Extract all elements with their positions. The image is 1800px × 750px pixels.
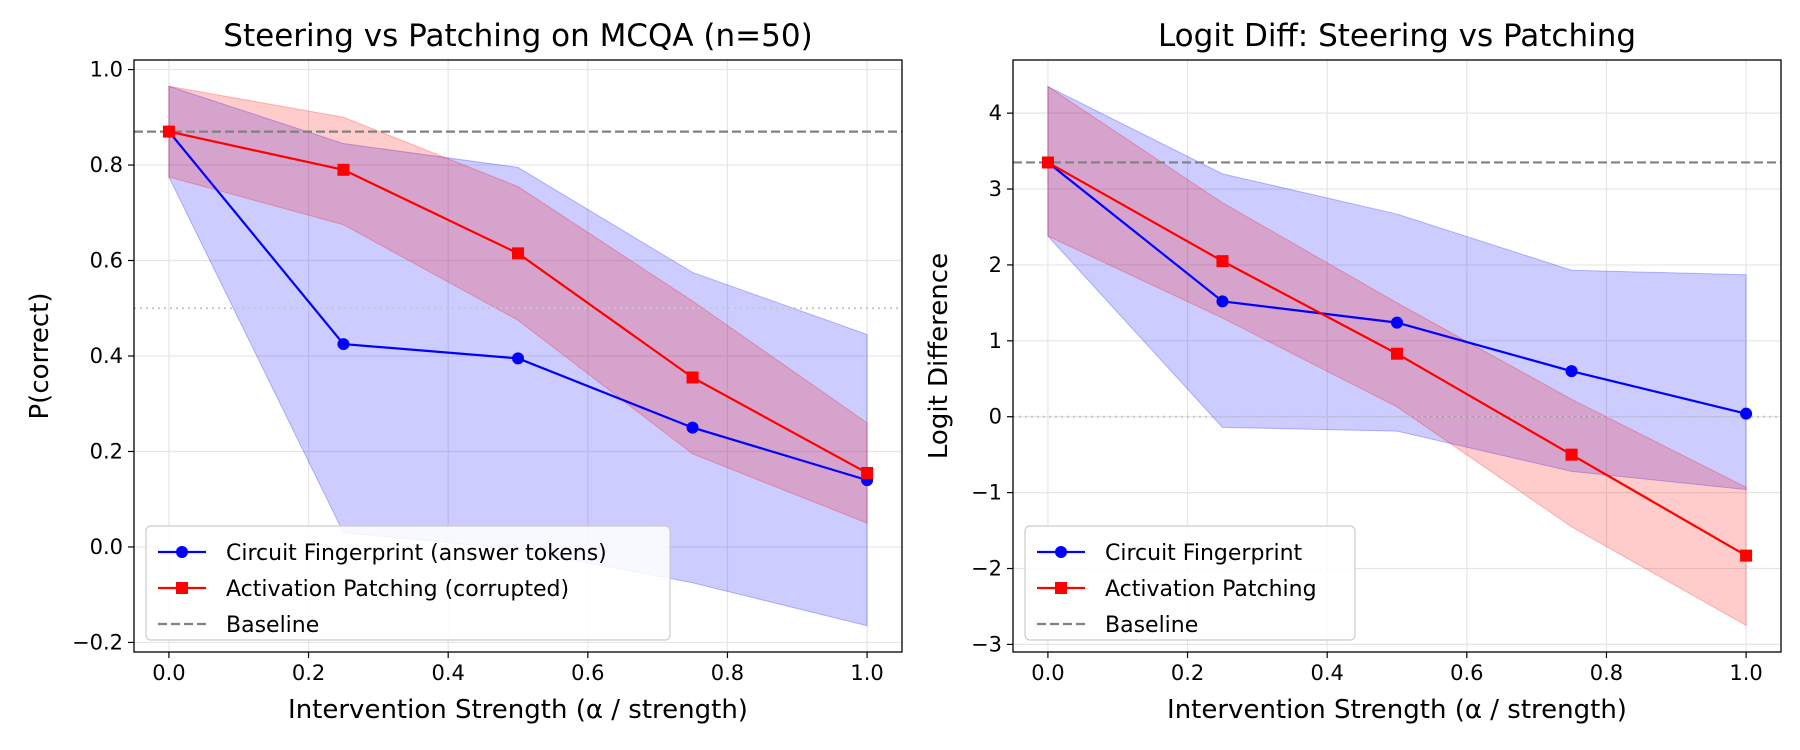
chart-panel-p-correct: 0.0 0.2 0.4 0.6 0.8 1.0 −0.2 0.0 0.2 0.4 0.6 0.8 1.0…: [25, 18, 903, 725]
data-point-circuit-fingerprint: [686, 421, 699, 434]
x-tick-label: 0.6: [1450, 661, 1483, 685]
y-tick-label: 1: [989, 329, 1002, 353]
data-point-activation-patching: [1391, 347, 1403, 360]
x-tick-label: 1.0: [1729, 661, 1762, 685]
y-axis-label: P(correct): [25, 292, 55, 419]
legend-label: Baseline: [1105, 613, 1198, 638]
legend-box: [1024, 525, 1356, 641]
y-tick-label: 0.2: [90, 439, 123, 463]
x-axis-label: Intervention Strength (α / strength): [288, 695, 748, 725]
legend-marker-circuit-fingerprint: [176, 546, 188, 558]
data-point-circuit-fingerprint: [1740, 407, 1753, 420]
legend-label: Activation Patching (corrupted): [226, 577, 569, 602]
data-point-activation-patching: [1565, 448, 1578, 461]
chart-title: Steering vs Patching on MCQA (n=50): [223, 18, 812, 54]
y-tick-label: 3: [989, 177, 1002, 201]
data-point-activation-patching: [861, 466, 874, 479]
y-tick-label: −2: [971, 557, 1002, 581]
y-tick-label: 0.6: [90, 249, 123, 273]
x-tick-label: 0.0: [152, 661, 185, 685]
y-tick-label: 2: [989, 253, 1002, 277]
axes-frame: [1012, 59, 1782, 653]
legend-box: [145, 525, 671, 641]
x-tick-label: 0.2: [1171, 661, 1204, 685]
y-tick-label: −0.2: [72, 630, 123, 654]
x-tick-label: 0.2: [292, 661, 325, 685]
legend-marker-circuit-fingerprint: [1055, 546, 1067, 558]
y-tick-label: −1: [971, 481, 1002, 505]
y-tick-label: 0.0: [90, 535, 123, 559]
data-point-activation-patching: [1041, 156, 1054, 169]
plot-area: [1013, 85, 1781, 627]
legend-marker-activation-patching: [1055, 582, 1067, 594]
y-tick-label: 0: [989, 405, 1002, 429]
data-point-circuit-fingerprint: [1216, 295, 1229, 308]
legend-label: Activation Patching: [1105, 577, 1317, 602]
x-tick-label: 0.6: [571, 661, 604, 685]
y-tick-label: 4: [989, 101, 1002, 125]
x-tick-label: 0.4: [1310, 661, 1343, 685]
y-tick-label: −3: [971, 632, 1002, 656]
x-axis-label: Intervention Strength (α / strength): [1167, 695, 1627, 725]
data-point-circuit-fingerprint: [512, 352, 524, 365]
legend-label: Circuit Fingerprint: [1105, 541, 1303, 566]
legend: Circuit Fingerprint (answer tokens) Activ…: [145, 525, 671, 641]
plot-area: [134, 85, 902, 627]
y-tick-label: 1.0: [90, 58, 123, 82]
y-axis-label: Logit Difference: [924, 253, 954, 459]
data-point-activation-patching: [512, 247, 524, 260]
data-point-activation-patching: [1740, 549, 1753, 562]
x-tick-label: 0.8: [1590, 661, 1623, 685]
confidence-band-circuit-fingerprint: [1047, 85, 1747, 491]
legend-label: Circuit Fingerprint (answer tokens): [226, 541, 607, 566]
x-tick-label: 0.0: [1031, 661, 1064, 685]
x-tick-label: 1.0: [850, 661, 883, 685]
x-tick-label: 0.8: [711, 661, 744, 685]
data-point-circuit-fingerprint: [1391, 316, 1403, 329]
data-point-activation-patching: [337, 163, 350, 176]
data-point-activation-patching: [686, 371, 699, 384]
y-tick-label: 0.4: [90, 344, 123, 368]
chart-title: Logit Diff: Steering vs Patching: [1158, 18, 1636, 54]
data-point-activation-patching: [1216, 255, 1229, 268]
data-point-activation-patching: [162, 125, 175, 138]
x-tick-label: 0.4: [431, 661, 464, 685]
y-tick-label: 0.8: [90, 153, 123, 177]
legend-marker-activation-patching: [176, 582, 188, 594]
legend: Circuit Fingerprint Activation Patching Ba…: [1024, 525, 1356, 641]
confidence-band-activation-patching: [168, 85, 868, 524]
legend-label: Baseline: [226, 613, 319, 638]
data-point-circuit-fingerprint: [337, 338, 350, 351]
data-point-circuit-fingerprint: [1565, 365, 1578, 378]
chart-panel-logit-difference: 0.0 0.2 0.4 0.6 0.8 1.0 −3 −2 −1 0 1 2 3 4 Logit Diff:…: [924, 18, 1782, 725]
